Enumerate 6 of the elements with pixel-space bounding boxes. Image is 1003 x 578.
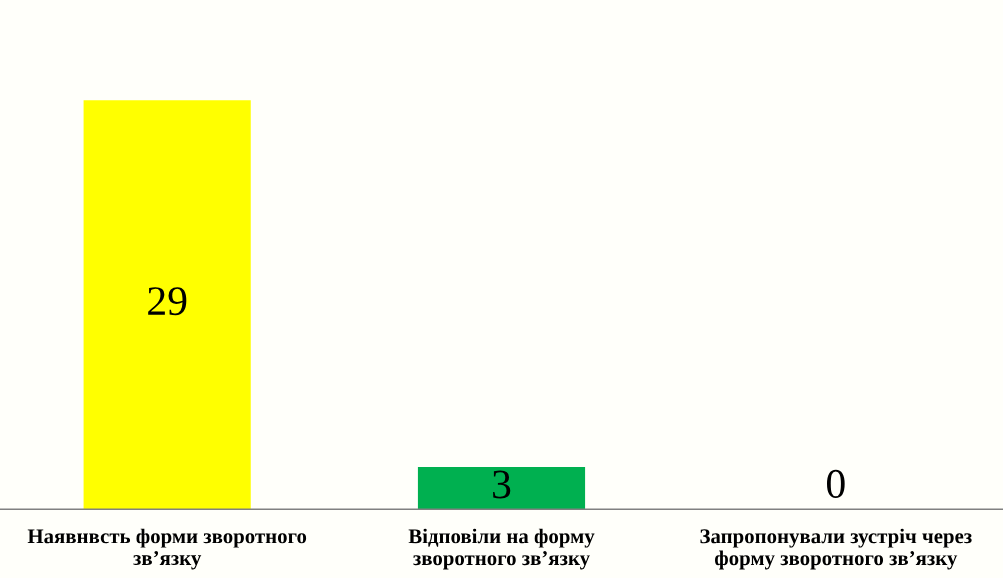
x-tick-label: Наявнвсть форми зворотного зв’язку bbox=[27, 528, 307, 570]
x-tick-label: Відповіли на форму зворотного зв’язку bbox=[408, 528, 595, 570]
data-label: 0 bbox=[827, 469, 845, 498]
data-label: 3 bbox=[493, 470, 511, 499]
data-label: 29 bbox=[148, 287, 187, 316]
x-tick-label: Запропонували зустріч через форму зворотного зв’язку bbox=[700, 528, 972, 570]
